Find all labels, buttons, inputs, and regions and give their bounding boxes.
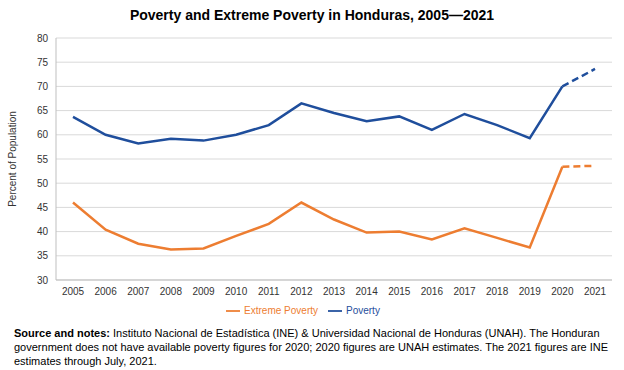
svg-text:2010: 2010 — [225, 286, 248, 297]
svg-text:80: 80 — [37, 33, 49, 44]
html-text:Extreme Poverty: Extreme Poverty — [244, 304, 318, 316]
svg-text:40: 40 — [37, 226, 49, 237]
svg-text:2018: 2018 — [486, 286, 509, 297]
svg-text:2015: 2015 — [388, 286, 411, 297]
svg-text:2005: 2005 — [62, 286, 85, 297]
svg-text:30: 30 — [37, 275, 49, 286]
svg-text:2020: 2020 — [551, 286, 574, 297]
svg-text:50: 50 — [37, 178, 49, 189]
svg-text:55: 55 — [37, 154, 49, 165]
svg-text:2017: 2017 — [453, 286, 476, 297]
svg-text:65: 65 — [37, 105, 49, 116]
svg-text:Percent of Population: Percent of Population — [8, 111, 18, 207]
svg-text:2014: 2014 — [356, 286, 379, 297]
html-text:Poverty: Poverty — [346, 304, 380, 316]
svg-text:2019: 2019 — [519, 286, 542, 297]
svg-text:70: 70 — [37, 81, 49, 92]
svg-text:2011: 2011 — [258, 286, 280, 297]
html-text:Poverty and Extreme Poverty in: Poverty and Extreme Poverty in Honduras,… — [129, 7, 495, 23]
svg-text:2006: 2006 — [95, 286, 118, 297]
svg-text:2012: 2012 — [290, 286, 313, 297]
html-text:Source and notes: Instituto Na: Source and notes: Instituto Nacional de … — [14, 327, 609, 367]
svg-text:2013: 2013 — [323, 286, 346, 297]
svg-text:60: 60 — [37, 129, 49, 140]
svg-text:2021: 2021 — [584, 286, 607, 297]
svg-text:2009: 2009 — [192, 286, 215, 297]
svg-text:2008: 2008 — [160, 286, 183, 297]
svg-text:2016: 2016 — [421, 286, 444, 297]
svg-text:45: 45 — [37, 202, 49, 213]
svg-text:2007: 2007 — [127, 286, 150, 297]
svg-text:75: 75 — [37, 57, 49, 68]
svg-text:35: 35 — [37, 250, 49, 261]
